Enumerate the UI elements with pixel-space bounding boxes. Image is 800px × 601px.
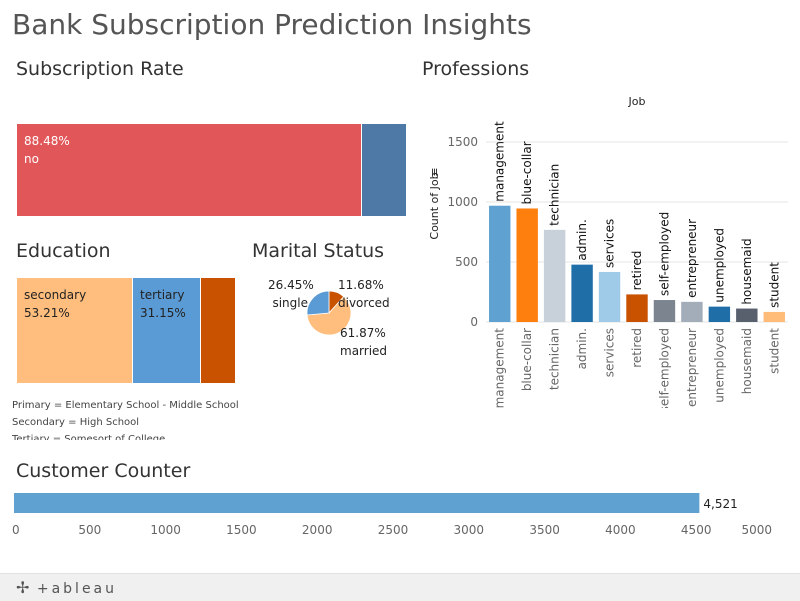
marital-pie[interactable]: [300, 290, 360, 340]
xtick-services: services: [603, 328, 617, 377]
bar-blue-collar[interactable]: [516, 208, 538, 322]
education-note-secondary: Secondary = High School: [12, 417, 140, 428]
marital-divorced-label: divorced: [338, 296, 390, 310]
xtick-management: management: [493, 328, 507, 408]
pie-slice-married[interactable]: [306, 296, 352, 336]
education-title: Education: [16, 240, 111, 262]
counter-xtick: 2500: [378, 523, 409, 537]
professions-ylabel: Count of Job: [428, 172, 441, 239]
marital-divorced-percent: 11.68%: [338, 278, 384, 292]
education-segment-tertiary[interactable]: tertiary 31.15%: [133, 278, 200, 383]
bar-label-student: student: [767, 262, 781, 308]
counter-xtick: 500: [78, 523, 101, 537]
professions-ytick: 500: [455, 255, 478, 269]
education-legend-notes: Primary = Elementary School - Middle Sch…: [12, 397, 239, 440]
bar-technician[interactable]: [543, 229, 566, 322]
education-bar[interactable]: secondary 53.21% tertiary 31.15%: [17, 278, 235, 383]
bar-label-unemployed: unemployed: [712, 228, 726, 303]
xtick-technician: technician: [548, 328, 562, 390]
marital-married-label: married: [340, 344, 388, 358]
subscription-bar[interactable]: 88.48% no: [17, 124, 406, 216]
dashboard-title: Bank Subscription Prediction Insights: [12, 8, 532, 41]
bar-label-management: management: [493, 121, 507, 202]
bar-label-retired: retired: [630, 251, 644, 291]
marital-single-percent: 26.45%: [268, 278, 314, 292]
marital-married-percent: 61.87%: [340, 326, 386, 340]
counter-xtick: 4500: [681, 523, 712, 537]
bar-management[interactable]: [489, 205, 511, 322]
tableau-brand-text: +ableau: [36, 581, 118, 597]
xtick-housemaid: housemaid: [740, 328, 754, 394]
education-segment-secondary[interactable]: secondary 53.21%: [17, 278, 132, 383]
customer-count-bar[interactable]: [14, 493, 700, 513]
counter-xtick: 3000: [454, 523, 485, 537]
subscription-segment-yes[interactable]: [362, 124, 406, 216]
education-secondary-label: secondary: [24, 288, 87, 302]
counter-xtick: 3500: [529, 523, 560, 537]
professions-title: Professions: [422, 58, 530, 80]
education-note-primary: Primary = Elementary School - Middle Sch…: [12, 400, 239, 411]
bar-self-employed[interactable]: [653, 300, 676, 322]
counter-xtick: 1000: [150, 523, 181, 537]
marital-title: Marital Status: [252, 240, 385, 262]
bar-admin.[interactable]: [571, 264, 593, 322]
bar-student[interactable]: [763, 311, 785, 322]
customer-counter-chart[interactable]: 4,521 0 500 1000 1500 2000 2500 3000 3500 4000 450…: [0, 488, 800, 546]
bar-unemployed[interactable]: [708, 306, 731, 322]
xtick-admin.: admin.: [575, 328, 589, 369]
professions-ytick: 0: [470, 315, 478, 329]
sort-icon[interactable]: ≡: [428, 167, 441, 176]
subscription-no-label: no: [24, 152, 39, 166]
professions-ytick: 1500: [447, 135, 478, 149]
counter-xtick: 1500: [226, 523, 257, 537]
counter-xtick: 5000: [741, 523, 772, 537]
subscription-title: Subscription Rate: [16, 58, 184, 80]
subscription-segment-no[interactable]: 88.48% no: [17, 124, 361, 216]
education-segment-primary[interactable]: [201, 278, 235, 383]
bar-label-self-employed: self-employed: [657, 212, 671, 296]
bar-label-technician: technician: [548, 164, 562, 226]
bar-label-entrepreneur: entrepreneur: [685, 219, 699, 298]
professions-ytick: 1000: [447, 195, 478, 209]
bar-label-admin.: admin.: [575, 219, 589, 260]
bar-label-housemaid: housemaid: [740, 238, 754, 304]
professions-chart[interactable]: Job 0 500 1000 1500 Count of Job≡ management ma…: [420, 88, 800, 408]
tableau-logo[interactable]: ✢ +ableau: [16, 578, 117, 597]
bar-entrepreneur[interactable]: [681, 301, 703, 322]
subscription-no-percent: 88.48%: [24, 134, 70, 148]
tableau-cross-icon: ✢: [16, 578, 30, 597]
education-secondary-percent: 53.21%: [24, 306, 70, 320]
marital-single-label: single: [272, 296, 308, 310]
xtick-student: student: [767, 328, 781, 374]
education-tertiary-percent: 31.15%: [140, 306, 186, 320]
education-tertiary-label: tertiary: [140, 288, 185, 302]
pie-slice-single[interactable]: [306, 290, 330, 316]
bar-label-blue-collar: blue-collar: [520, 141, 534, 204]
bar-label-services: services: [603, 219, 617, 268]
professions-axis-title: Job: [628, 95, 646, 108]
footer-bar: ✢ +ableau: [0, 573, 800, 601]
xtick-unemployed: unemployed: [712, 328, 726, 403]
counter-xtick: 2000: [302, 523, 333, 537]
xtick-self-employed: self-employed: [657, 328, 671, 408]
xtick-entrepreneur: entrepreneur: [685, 328, 699, 407]
xtick-blue-collar: blue-collar: [520, 328, 534, 391]
counter-xtick: 4000: [605, 523, 636, 537]
customer-count-label: 4,521: [703, 497, 737, 511]
bar-housemaid[interactable]: [736, 308, 758, 322]
counter-xtick: 0: [12, 523, 20, 537]
customer-counter-title: Customer Counter: [16, 460, 191, 482]
education-note-tertiary: Tertiary = Somesort of College: [12, 434, 166, 440]
bar-retired[interactable]: [626, 294, 648, 322]
bar-services[interactable]: [598, 271, 621, 322]
xtick-retired: retired: [630, 328, 644, 368]
